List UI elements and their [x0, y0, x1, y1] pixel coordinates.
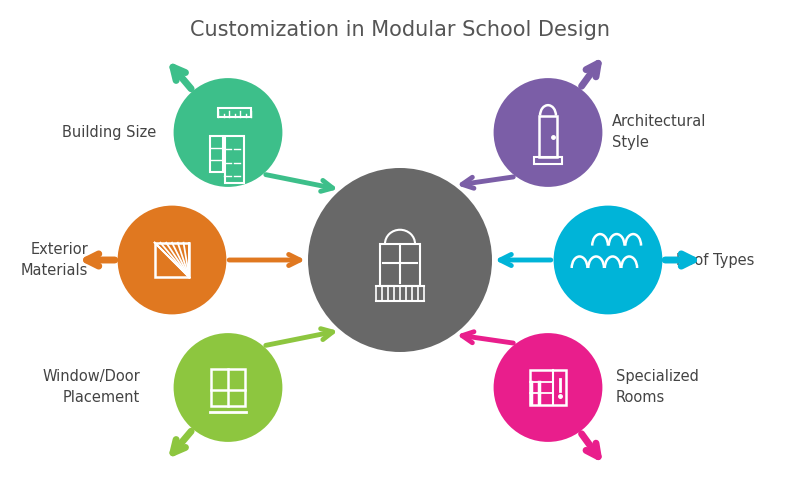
Ellipse shape [554, 206, 662, 314]
Bar [210, 136, 223, 172]
Text: Customization in Modular School Design: Customization in Modular School Design [190, 20, 610, 40]
Text: Roof Types: Roof Types [676, 252, 754, 268]
Ellipse shape [308, 168, 492, 352]
Ellipse shape [174, 78, 282, 187]
Bar [530, 370, 566, 404]
Text: Building Size: Building Size [62, 125, 156, 140]
Text: Architectural
Style: Architectural Style [612, 114, 706, 150]
Bar [154, 242, 190, 278]
Ellipse shape [494, 333, 602, 442]
Bar [534, 158, 562, 164]
Text: Specialized
Rooms: Specialized Rooms [616, 370, 699, 406]
Bar [211, 370, 245, 406]
Ellipse shape [174, 333, 282, 442]
Ellipse shape [494, 78, 602, 187]
Bar [538, 116, 558, 158]
Bar [225, 136, 244, 183]
Ellipse shape [118, 206, 226, 314]
Bar [218, 108, 251, 116]
Bar [380, 244, 420, 286]
Text: Window/Door
Placement: Window/Door Placement [42, 370, 140, 406]
Text: Exterior
Materials: Exterior Materials [21, 242, 88, 278]
